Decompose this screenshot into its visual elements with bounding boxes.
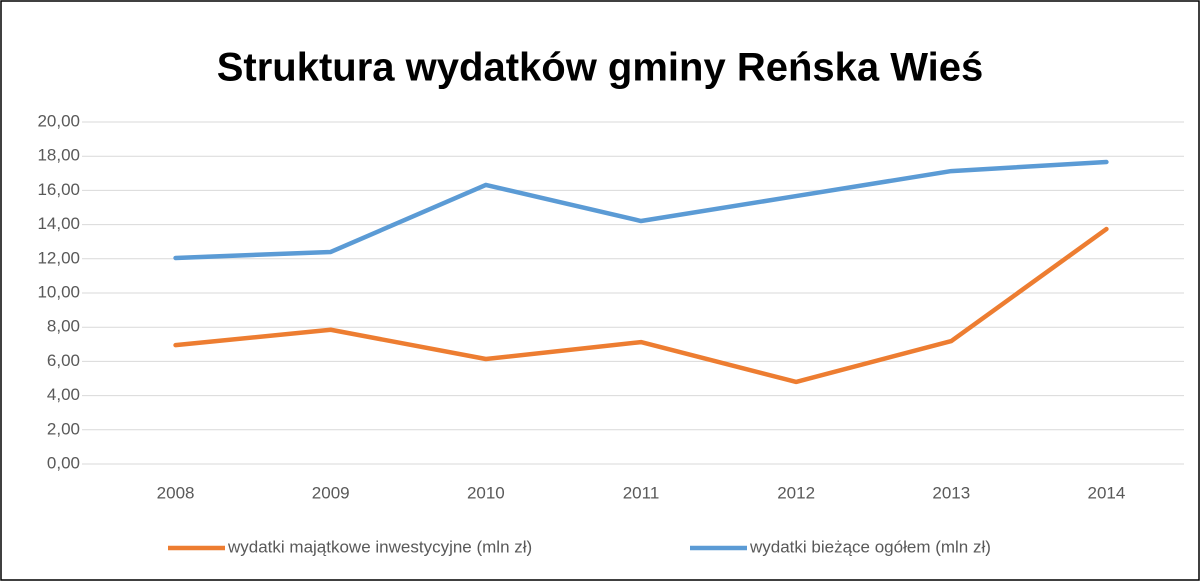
series-line xyxy=(173,159,1109,261)
y-tick-label: 16,00 xyxy=(37,180,80,199)
y-tick-label: 8,00 xyxy=(47,317,80,336)
y-tick-label: 18,00 xyxy=(37,146,80,165)
x-tick-label: 2014 xyxy=(1088,483,1126,502)
y-tick-label: 2,00 xyxy=(47,419,80,438)
x-tick-label: 2009 xyxy=(312,483,350,502)
y-tick-label: 0,00 xyxy=(47,453,80,472)
series-line xyxy=(173,226,1109,385)
legend-label: wydatki bieżące ogółem (mln zł) xyxy=(749,537,991,556)
x-tick-label: 2012 xyxy=(777,483,815,502)
y-tick-label: 14,00 xyxy=(37,214,80,233)
y-tick-label: 10,00 xyxy=(37,282,80,301)
x-tick-label: 2013 xyxy=(932,483,970,502)
legend-label: wydatki majątkowe inwestycyjne (mln zł) xyxy=(227,537,532,556)
x-tick-label: 2008 xyxy=(157,483,195,502)
y-tick-label: 20,00 xyxy=(37,111,80,130)
y-tick-label: 12,00 xyxy=(37,248,80,267)
y-tick-label: 6,00 xyxy=(47,351,80,370)
chart-title: Struktura wydatków gminy Reńska Wieś xyxy=(217,46,984,90)
x-tick-label: 2011 xyxy=(623,483,660,502)
y-tick-label: 4,00 xyxy=(47,385,80,404)
x-tick-label: 2010 xyxy=(467,483,505,502)
